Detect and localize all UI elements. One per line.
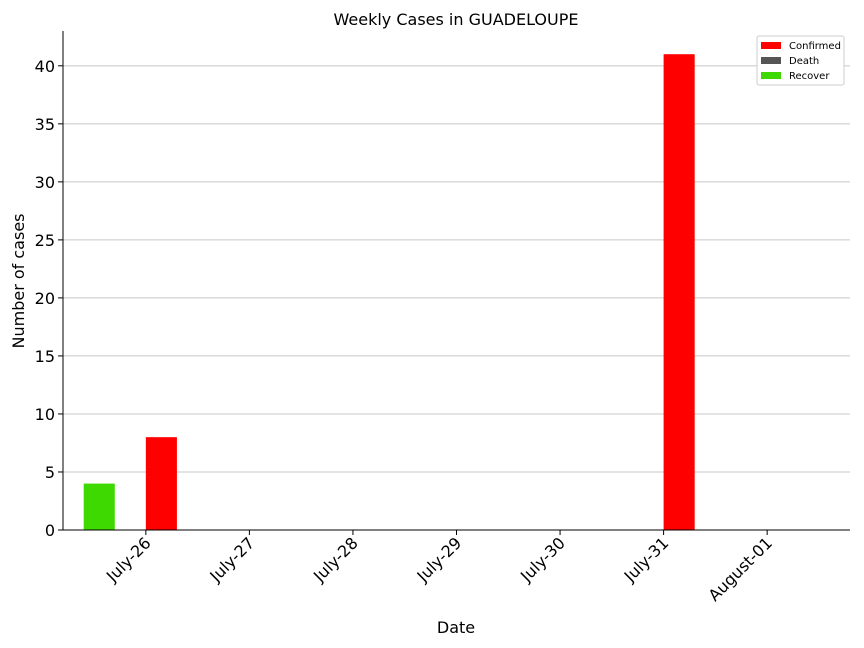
legend-swatch-confirmed — [761, 42, 781, 49]
y-tick-label: 10 — [35, 405, 55, 424]
bar-confirmed-july-26 — [145, 437, 177, 530]
legend-swatch-death — [761, 57, 781, 64]
y-tick-label: 30 — [35, 173, 55, 192]
bar-confirmed-july-31 — [663, 54, 695, 531]
y-tick-label: 0 — [45, 521, 55, 540]
y-tick-label: 5 — [45, 463, 55, 482]
legend-label-recover: Recover — [789, 71, 830, 82]
y-tick-label: 40 — [35, 57, 55, 76]
y-tick-label: 20 — [35, 289, 55, 308]
x-tick-label: August-01 — [704, 533, 776, 605]
y-axis-label: Number of cases — [9, 214, 28, 349]
y-ticks: 0 5 10 15 20 25 30 35 40 — [35, 57, 63, 540]
x-tick-label: July-26 — [102, 533, 155, 586]
x-ticks: July-26 July-27 July-28 July-29 July-30 July-… — [102, 530, 776, 605]
legend-label-death: Death — [789, 56, 819, 67]
legend-label-confirmed: Confirmed — [789, 41, 841, 52]
x-tick-label: July-29 — [413, 533, 466, 586]
y-tick-label: 25 — [35, 231, 55, 250]
chart-title: Weekly Cases in GUADELOUPE — [334, 10, 579, 29]
x-tick-label: July-28 — [309, 533, 362, 586]
axes — [62, 31, 850, 531]
x-axis-label: Date — [437, 618, 475, 637]
bar-recover-july-26 — [83, 483, 115, 530]
legend: Confirmed Death Recover — [756, 35, 845, 86]
bars — [83, 54, 695, 531]
x-tick-label: July-31 — [620, 533, 673, 586]
y-tick-label: 15 — [35, 347, 55, 366]
y-tick-label: 35 — [35, 115, 55, 134]
x-tick-label: July-27 — [205, 533, 258, 586]
grid-lines — [63, 65, 850, 473]
legend-swatch-recover — [761, 72, 781, 79]
x-tick-label: July-30 — [516, 533, 569, 586]
